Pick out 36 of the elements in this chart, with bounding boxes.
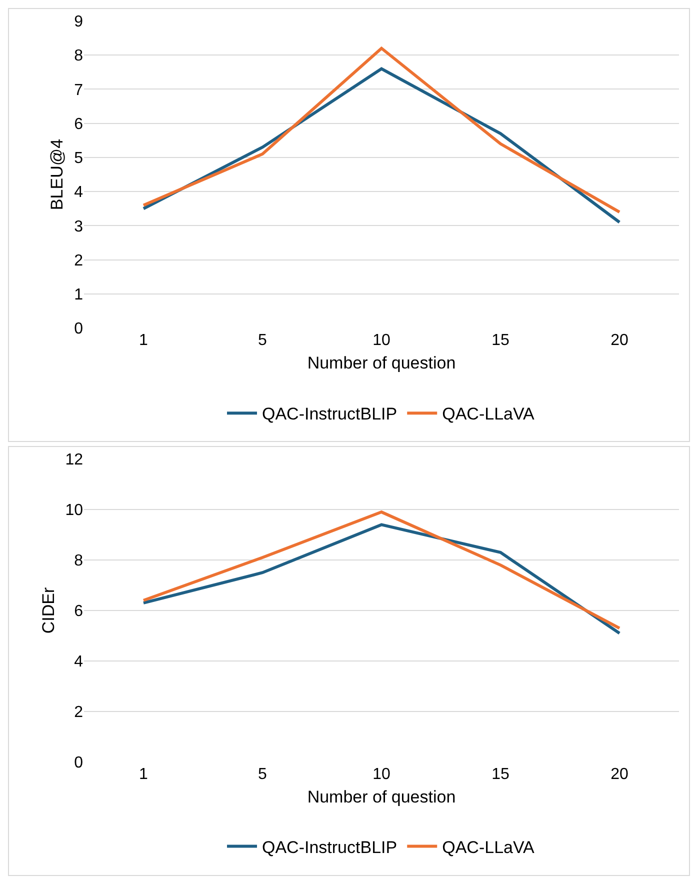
y-tick-label: 6 [74, 116, 84, 133]
y-tick-label: 0 [74, 320, 84, 338]
x-axis-title: Number of question [307, 353, 456, 372]
y-tick-label: 12 [65, 452, 84, 469]
y-tick-label: 6 [74, 603, 84, 620]
x-tick-label: 10 [372, 332, 390, 349]
y-tick-label: 1 [74, 286, 84, 304]
x-tick-label: 20 [610, 332, 628, 349]
y-axis-title: BLEU@4 [48, 138, 67, 210]
y-tick-label: 10 [65, 502, 84, 520]
y-tick-label: 4 [74, 184, 84, 202]
legend-label: QAC-LLaVA [442, 404, 536, 424]
y-tick-label: 9 [74, 14, 84, 31]
x-tick-label: 15 [492, 766, 510, 783]
y-tick-label: 7 [74, 82, 84, 99]
x-tick-label: 20 [610, 766, 628, 783]
x-tick-label: 15 [492, 332, 510, 349]
y-tick-label: 2 [74, 704, 84, 722]
y-tick-label: 3 [74, 218, 84, 236]
x-tick-label: 10 [372, 766, 390, 783]
y-tick-label: 5 [74, 150, 84, 168]
y-tick-label: 2 [74, 252, 84, 270]
line-series [142, 46, 621, 214]
y-tick-label: 8 [74, 552, 84, 570]
x-tick-label: 5 [258, 332, 268, 349]
x-tick-label: 1 [139, 332, 148, 349]
y-tick-label: 4 [74, 654, 84, 671]
y-axis-title: CIDEr [38, 587, 58, 634]
legend-label: QAC-LLaVA [442, 838, 536, 857]
y-tick-label: 8 [74, 48, 84, 65]
x-tick-label: 1 [139, 766, 148, 783]
x-tick-label: 5 [258, 766, 268, 783]
y-tick-label: 0 [74, 754, 84, 772]
legend-label: QAC-InstructBLIP [262, 838, 398, 857]
legend-label: QAC-InstructBLIP [262, 404, 398, 424]
x-axis-title: Number of question [307, 787, 456, 806]
